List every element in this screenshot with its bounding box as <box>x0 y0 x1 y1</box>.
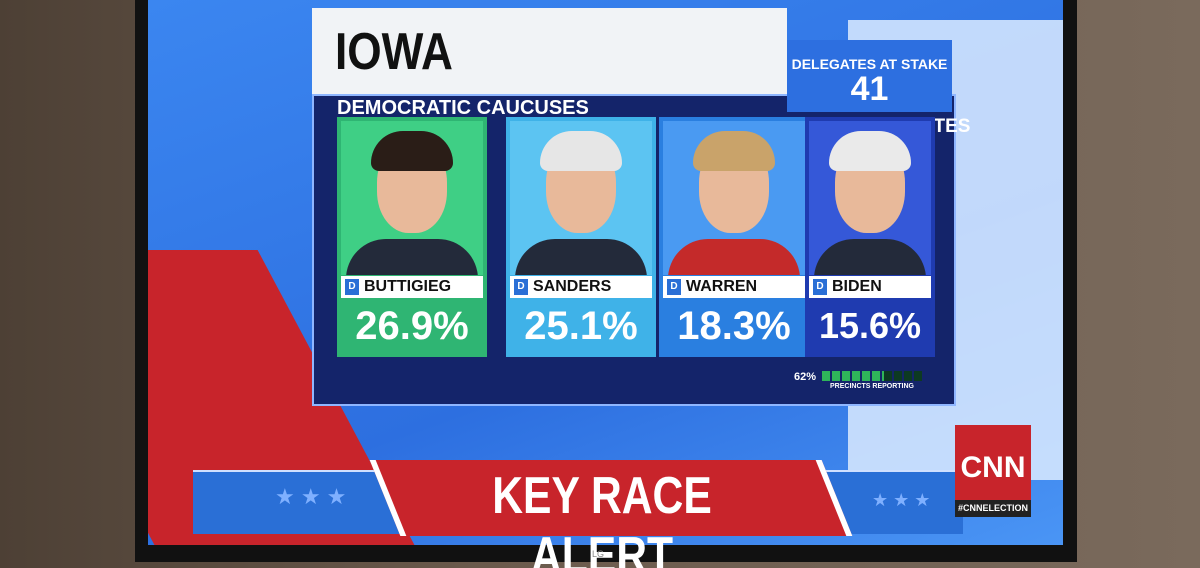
delegates-value: 41 <box>850 70 889 108</box>
precinct-meter <box>822 371 922 381</box>
precincts-label: PRECINCTS REPORTING <box>830 383 915 390</box>
candidate-card: D WARREN 18.3% <box>659 117 809 357</box>
subtitle: DEMOCRATIC CAUCUSES <box>337 97 589 119</box>
party: D <box>813 279 827 295</box>
candidate-card: D BIDEN 15.6% <box>805 117 935 357</box>
candidate-name: SANDERS <box>533 278 612 295</box>
candidate-name: WARREN <box>686 278 758 295</box>
vote-share: 25.1% <box>524 304 638 348</box>
candidate-name-row: D BUTTIGIEG <box>341 276 483 298</box>
vote-share: 26.9% <box>355 304 469 348</box>
hashtag: #CNNELECTION <box>955 500 1031 517</box>
title: IOWA <box>335 23 453 81</box>
party: D <box>667 279 681 295</box>
candidate-card: D BUTTIGIEG 26.9% <box>337 117 487 357</box>
candidate-name-row: D WARREN <box>663 276 805 298</box>
banner-text: KEY RACE ALERT <box>492 467 712 568</box>
portrait <box>510 121 652 275</box>
candidate-name: BUTTIGIEG <box>364 278 452 295</box>
delegates-box: DELEGATES AT STAKE 41 <box>787 40 952 112</box>
delegates-label: DELEGATES AT STAKE <box>791 56 948 72</box>
party: D <box>345 279 359 295</box>
candidate-card: D SANDERS 25.1% <box>506 117 656 357</box>
portrait <box>663 121 805 275</box>
vote-share: 18.3% <box>677 304 791 348</box>
candidate-name-row: D BIDEN <box>809 276 931 298</box>
portrait <box>341 121 483 275</box>
title-box <box>312 8 787 94</box>
portrait <box>809 121 931 275</box>
network-logo: CNN <box>960 451 1026 484</box>
stars: ★ ★ ★ <box>872 490 931 510</box>
stars: ★ ★ ★ <box>275 484 347 509</box>
candidate-name: BIDEN <box>832 278 882 295</box>
precincts-value: 62% <box>794 371 817 383</box>
candidate-name-row: D SANDERS <box>510 276 652 298</box>
tv-brand: LG <box>592 549 605 559</box>
vote-share: 15.6% <box>818 305 922 346</box>
precinct-meter-rest <box>884 371 922 381</box>
party: D <box>514 279 528 295</box>
